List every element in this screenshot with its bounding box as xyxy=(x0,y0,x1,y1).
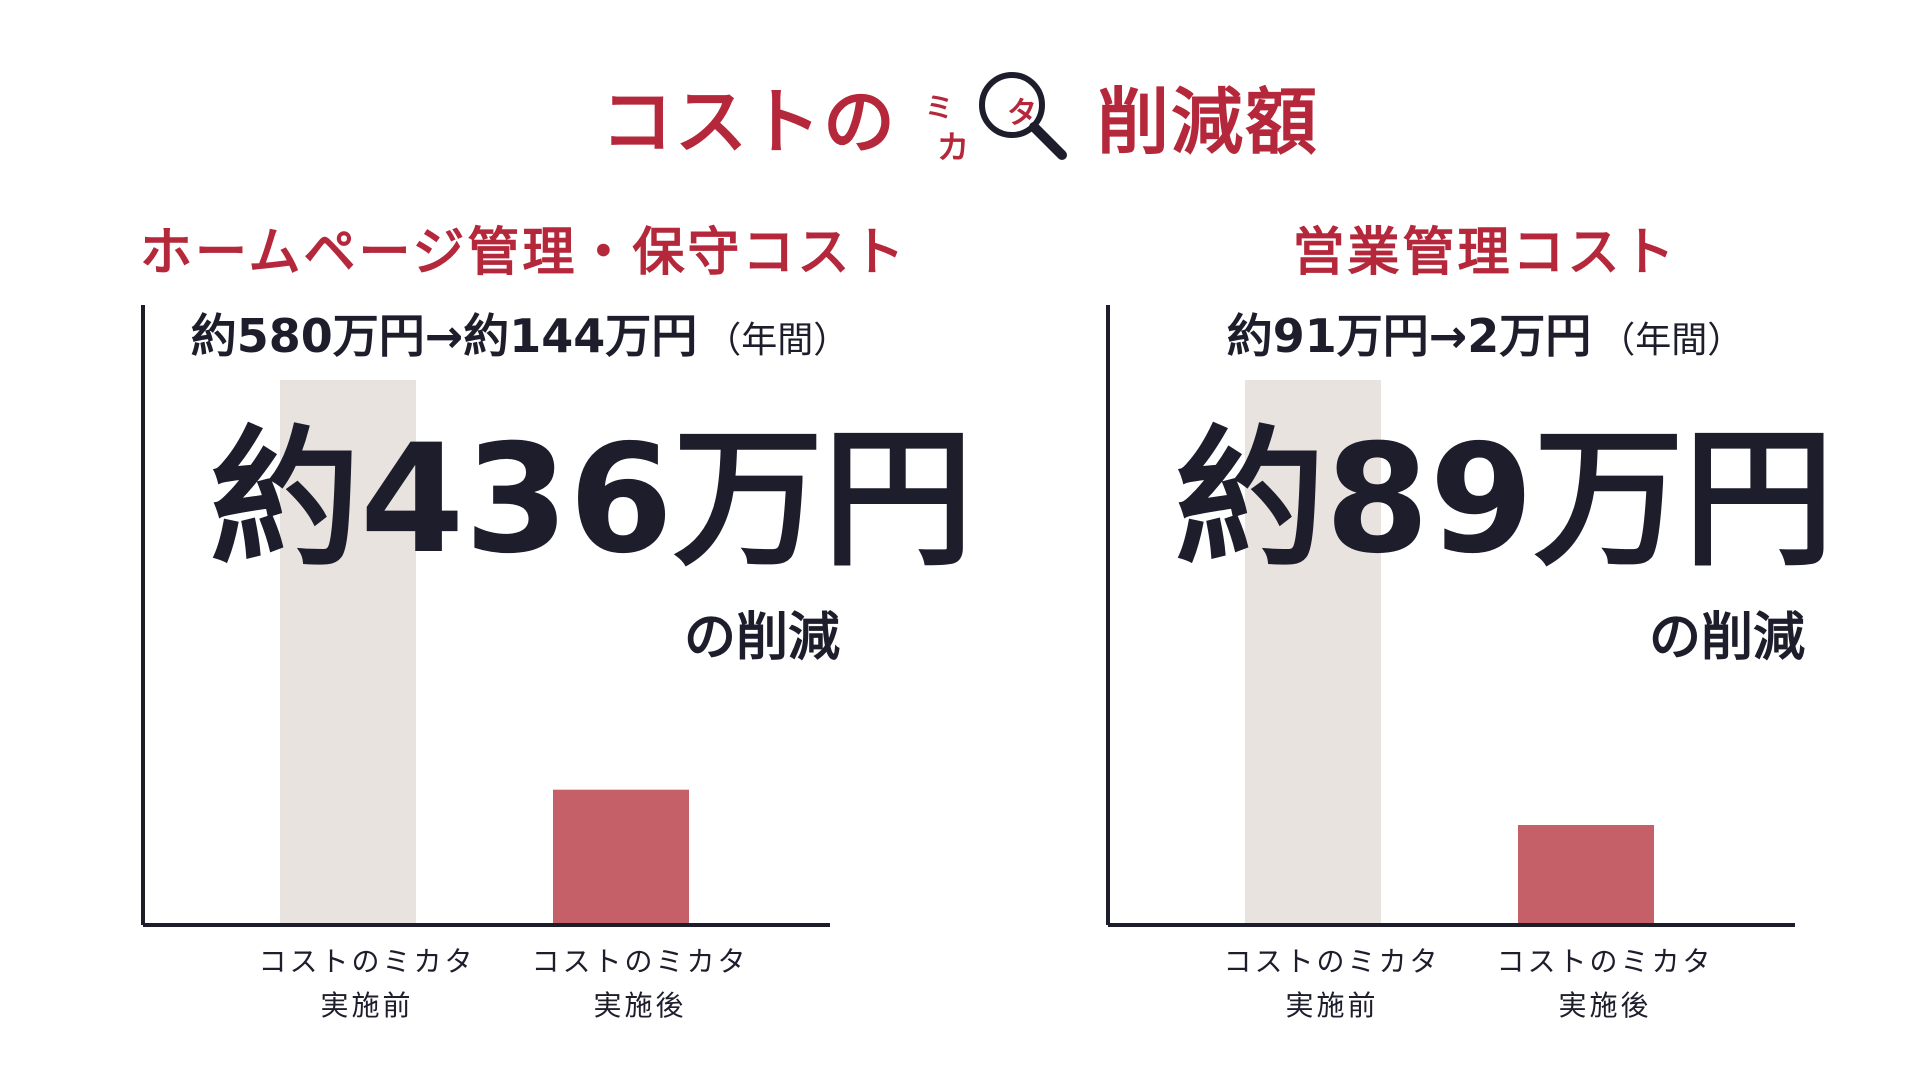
logo-char-ta: タ xyxy=(1007,96,1037,131)
reduction-amount: 約89万円 xyxy=(1175,413,1834,587)
x-tick-label-after: コストのミカタ 実施後 xyxy=(520,940,760,1028)
bar-chart xyxy=(141,305,830,927)
x-tick-line1: コストのミカタ xyxy=(258,945,476,978)
x-tick-line1: コストのミカタ xyxy=(1223,945,1441,978)
magnifier-icon xyxy=(979,72,1067,160)
bar-after xyxy=(553,789,689,925)
bar-before xyxy=(280,380,416,925)
cost-change: 約580万円→約144万円 （年間） xyxy=(140,300,900,366)
x-tick-line2: 実施前 xyxy=(320,989,414,1022)
x-tick-line2: 実施後 xyxy=(593,989,687,1022)
x-tick-label-before: コストのミカタ 実施前 xyxy=(247,940,487,1028)
logo-char-mi: ミ xyxy=(925,91,954,124)
x-tick-line2: 実施前 xyxy=(1285,989,1379,1022)
bar-after xyxy=(1518,825,1654,925)
homepage-cost-panel: ホームページ管理・保守コスト 約580万円→約144万円 （年間） 約436万円 … xyxy=(140,210,973,1030)
x-tick-label-after: コストのミカタ 実施後 xyxy=(1485,940,1725,1028)
bar-before xyxy=(1245,380,1381,925)
cost-change-text: 約91万円→2万円 xyxy=(1226,309,1592,363)
reduction-suffix: の削減 xyxy=(1648,608,1805,668)
chart-title: ホームページ管理・保守コスト xyxy=(140,223,908,283)
sales-cost-panel: 営業管理コスト 約91万円→2万円 （年間） 約89万円 の削減 コストのミカタ … xyxy=(1105,210,1865,1030)
cost-change-unit: （年間） xyxy=(705,320,850,361)
bar-chart xyxy=(1106,305,1795,927)
logo-char-ka: カ xyxy=(937,128,970,166)
title-suffix: 削減額 xyxy=(1097,79,1320,164)
mikata-logo: ミ カ タ xyxy=(907,60,1087,170)
reduction-suffix: の削減 xyxy=(683,608,840,668)
x-tick-label-before: コストのミカタ 実施前 xyxy=(1212,940,1452,1028)
cost-change-text: 約580万円→約144万円 xyxy=(190,309,698,363)
title-prefix: コストの xyxy=(600,79,897,164)
page-title: コストの ミ カ タ 削減額 xyxy=(0,60,1920,170)
cost-change: 約91万円→2万円 （年間） xyxy=(1105,300,1865,366)
x-tick-line1: コストのミカタ xyxy=(1496,945,1714,978)
reduction-amount: 約436万円 xyxy=(210,413,974,587)
cost-change-unit: （年間） xyxy=(1599,320,1744,361)
x-tick-line2: 実施後 xyxy=(1558,989,1652,1022)
chart-title: 営業管理コスト xyxy=(1292,223,1678,283)
x-tick-line1: コストのミカタ xyxy=(531,945,749,978)
